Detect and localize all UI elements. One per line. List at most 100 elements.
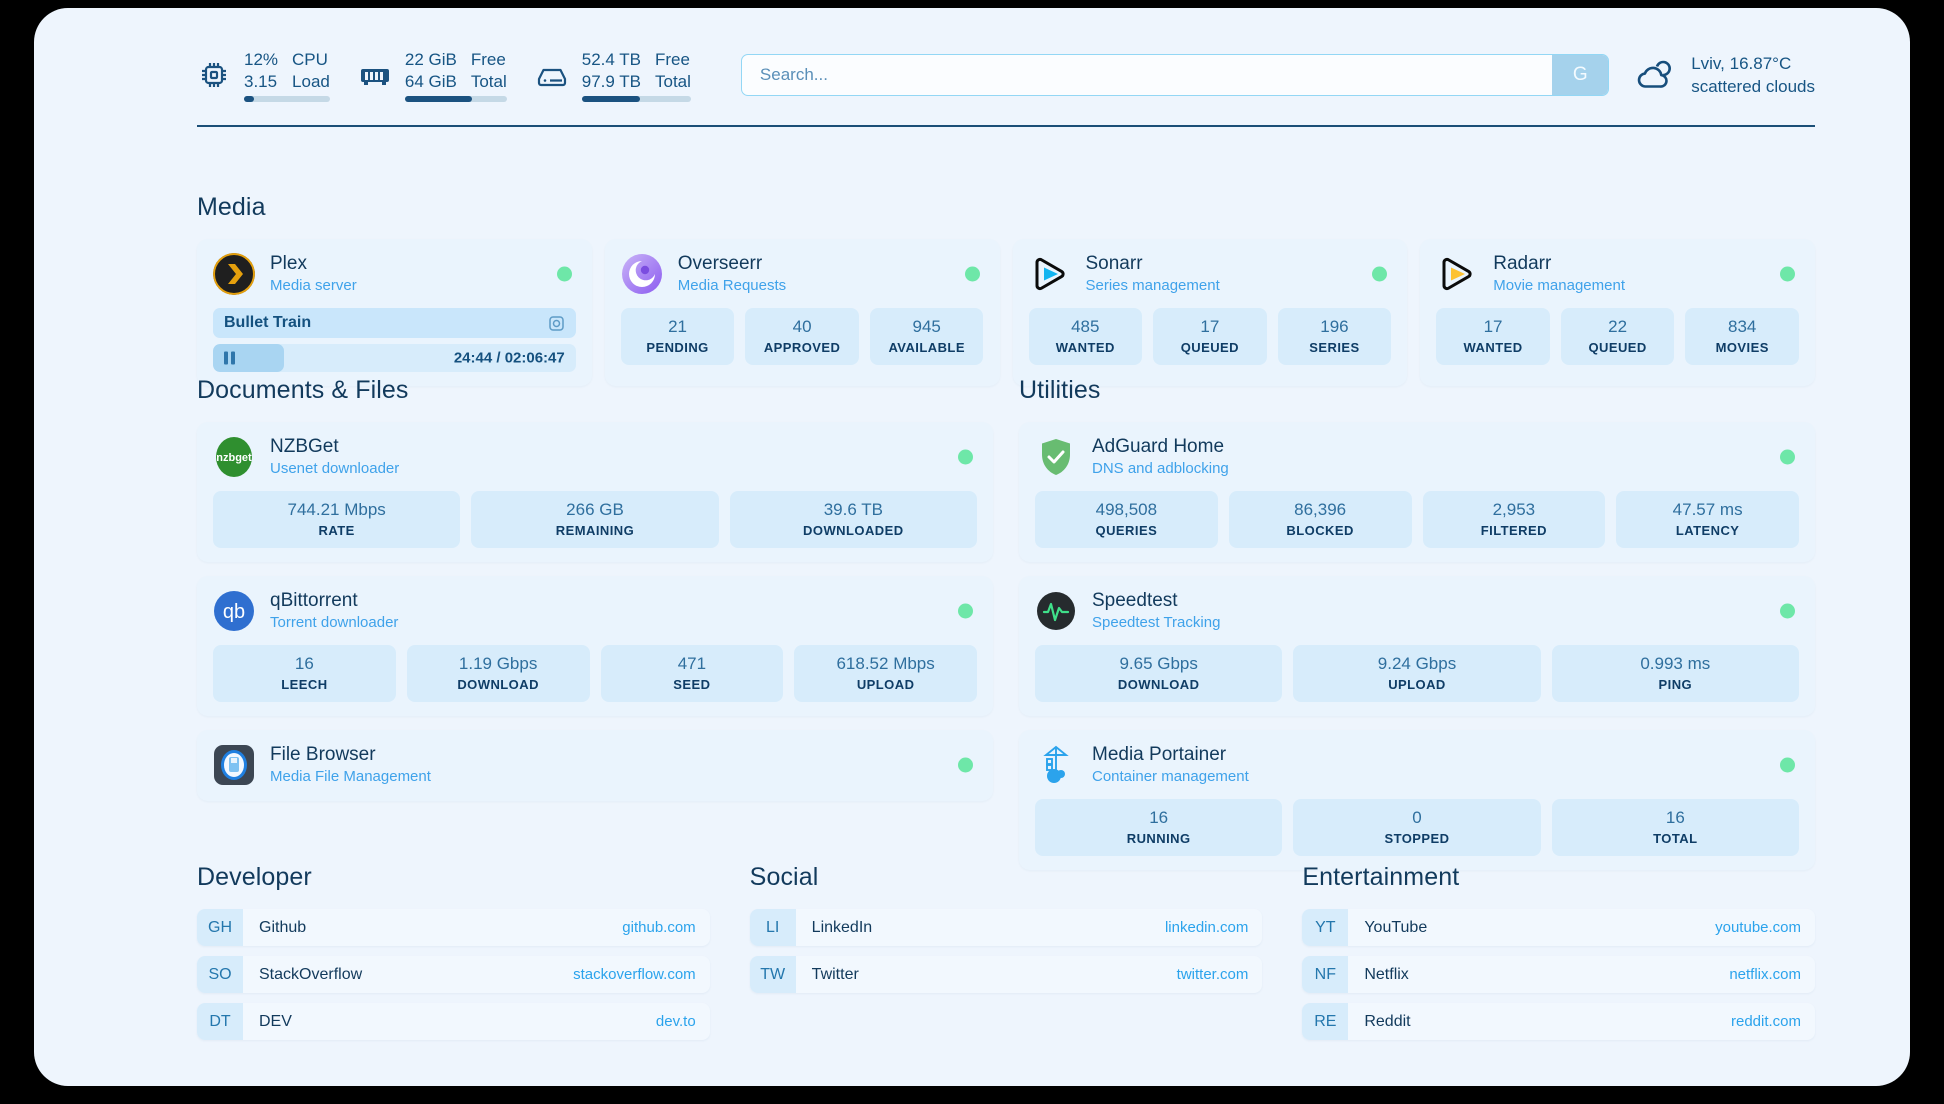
stat-tile[interactable]: 21 PENDING — [620, 308, 735, 365]
stat-tile[interactable]: 498,508 QUERIES — [1035, 491, 1218, 548]
stat-tile[interactable]: 618.52 Mbps UPLOAD — [794, 645, 977, 702]
service-card-overseerr[interactable]: Overseerr Media Requests 21 PENDING 40 APPROV… — [604, 239, 1000, 386]
service-card-header: nzbget NZBGet Usenet downloader — [213, 435, 977, 479]
service-subtitle: Movie management — [1493, 277, 1625, 294]
stat-tile[interactable]: 40 APPROVED — [745, 308, 859, 365]
pause-icon[interactable] — [224, 351, 235, 365]
bookmark-item[interactable]: NF Netflix netflix.com — [1302, 956, 1816, 993]
service-card-header: AdGuard Home DNS and adblocking — [1035, 435, 1799, 479]
stat-value: 9.65 Gbps — [1119, 654, 1198, 673]
service-card-file-browser[interactable]: File Browser Media File Management — [197, 730, 993, 801]
bookmark-item[interactable]: SO StackOverflow stackoverflow.com — [197, 956, 710, 993]
stat-tile[interactable]: 196 SERIES — [1277, 308, 1392, 365]
service-card-adguard-home[interactable]: AdGuard Home DNS and adblocking 498,508 QUE… — [1019, 422, 1815, 562]
stat-tile[interactable]: 22 QUEUED — [1560, 308, 1675, 365]
stat-tile[interactable]: 9.65 Gbps DOWNLOAD — [1035, 645, 1283, 702]
service-card-speedtest[interactable]: Speedtest Speedtest Tracking 9.65 Gbps DOWN… — [1019, 576, 1815, 716]
radarr-icon — [1436, 253, 1478, 295]
search-bar[interactable]: G — [740, 54, 1610, 96]
stat-tile[interactable]: 0 STOPPED — [1293, 799, 1541, 856]
service-stats: 485 WANTED 17 QUEUED 196 SERIES — [1028, 308, 1392, 365]
bookmark-item[interactable]: DT DEV dev.to — [197, 1003, 710, 1040]
svg-text:nzbget: nzbget — [216, 452, 252, 464]
service-subtitle: DNS and adblocking — [1092, 460, 1229, 477]
stat-tile[interactable]: 834 MOVIES — [1685, 308, 1799, 365]
stat-label: AVAILABLE — [888, 340, 965, 355]
overseerr-icon — [621, 253, 663, 295]
bookmark-item[interactable]: LI LinkedIn linkedin.com — [749, 909, 1263, 946]
service-card-qbittorrent[interactable]: qb qBittorrent Torrent downloader 16 LEECH 1.… — [197, 576, 993, 716]
service-card-radarr[interactable]: Radarr Movie management 17 WANTED 22 QUEUED 83… — [1420, 239, 1815, 386]
service-card-nzbget[interactable]: nzbget NZBGet Usenet downloader 744.21 Mbps… — [197, 422, 993, 562]
disk-icon — [535, 58, 569, 92]
stat-tile[interactable]: 17 WANTED — [1436, 308, 1550, 365]
now-playing-time: 24:44 / 02:06:47 — [453, 349, 565, 367]
service-name: AdGuard Home — [1092, 436, 1225, 457]
svg-text:qb: qb — [223, 601, 245, 623]
service-card-plex[interactable]: Plex Media server Bullet Train 24:44 / 02:0… — [197, 239, 592, 386]
stat-tile[interactable]: 9.24 Gbps UPLOAD — [1293, 645, 1541, 702]
bookmark-name: DEV — [259, 1012, 292, 1030]
status-badge — [1780, 449, 1795, 465]
stat-tile[interactable]: 1.19 Gbps DOWNLOAD — [406, 645, 590, 702]
stat-tile[interactable]: 47.57 ms LATENCY — [1616, 491, 1799, 548]
bookmark-item[interactable]: RE Reddit reddit.com — [1302, 1003, 1816, 1040]
bookmark-url: github.com — [622, 919, 696, 936]
search-submit-button[interactable]: G — [1552, 55, 1609, 95]
bookmark-group-developer: Developer GH Github github.com SO StackOverfl… — [197, 863, 710, 1040]
stat-tile[interactable]: 2,953 FILTERED — [1422, 491, 1606, 548]
stat-value: 618.52 Mbps — [836, 654, 935, 673]
stat-value: 16 — [294, 654, 314, 673]
resource-progress-bar — [404, 95, 507, 102]
service-stats: 16 LEECH 1.19 Gbps DOWNLOAD 471 SEED 618.52 Mb… — [213, 645, 977, 702]
stat-tile[interactable]: 16 RUNNING — [1035, 799, 1283, 856]
stat-tile[interactable]: 485 WANTED — [1028, 308, 1143, 365]
stat-tile[interactable]: 744.21 Mbps RATE — [213, 491, 461, 548]
bookmark-abbr: NF — [1302, 956, 1349, 993]
service-name: File Browser — [270, 744, 376, 765]
header-bar: 12% 3.15 CPU Load 22 GiB 64 GiB Free Total 52.4 … — [197, 34, 1815, 116]
bookmark-group-entertainment: Entertainment YT YouTube youtube.com NF Netfl… — [1302, 863, 1816, 1040]
now-playing-row[interactable]: Bullet Train — [213, 308, 576, 338]
bookmark-item[interactable]: TW Twitter twitter.com — [749, 956, 1263, 993]
stat-label: LEECH — [281, 677, 328, 692]
gear-icon[interactable] — [548, 315, 565, 332]
stat-tile[interactable]: 16 TOTAL — [1551, 799, 1799, 856]
bookmark-url: linkedin.com — [1164, 919, 1249, 936]
bookmark-name: LinkedIn — [811, 918, 873, 936]
stat-label: UPLOAD — [856, 677, 915, 692]
stat-tile[interactable]: 945 AVAILABLE — [869, 308, 984, 365]
stat-value: 471 — [677, 654, 707, 673]
resource-widget-cpu: 12% 3.15 CPU Load — [197, 49, 330, 102]
stat-tile[interactable]: 266 GB REMAINING — [471, 491, 719, 548]
search-input[interactable] — [741, 55, 1553, 95]
bookmark-abbr: RE — [1302, 1003, 1349, 1040]
stat-value: 40 — [792, 317, 812, 336]
weather-condition: scattered clouds — [1691, 77, 1815, 96]
stat-tile[interactable]: 39.6 TB DOWNLOADED — [729, 491, 977, 548]
status-badge — [958, 449, 973, 465]
stat-label: LATENCY — [1675, 523, 1740, 538]
stat-label: MOVIES — [1715, 340, 1769, 355]
service-subtitle: Media File Management — [270, 768, 431, 785]
bookmark-group-title: Entertainment — [1302, 863, 1460, 891]
service-stats: 9.65 Gbps DOWNLOAD 9.24 Gbps UPLOAD 0.993 ms… — [1035, 645, 1799, 702]
service-card-sonarr[interactable]: Sonarr Series management 485 WANTED 17 QUEUED… — [1012, 239, 1408, 386]
stat-value: 16 — [1149, 808, 1169, 827]
stat-tile[interactable]: 16 LEECH — [213, 645, 396, 702]
stat-tile[interactable]: 86,396 BLOCKED — [1228, 491, 1412, 548]
stat-tile[interactable]: 17 QUEUED — [1153, 308, 1267, 365]
bookmark-group-title: Social — [749, 863, 819, 891]
stat-value: 0.993 ms — [1640, 654, 1711, 673]
stat-label: QUEUED — [1588, 340, 1647, 355]
service-subtitle: Usenet downloader — [270, 460, 400, 477]
status-badge — [958, 757, 973, 773]
stat-tile[interactable]: 471 SEED — [600, 645, 784, 702]
status-badge — [1372, 266, 1388, 282]
service-card-media-portainer[interactable]: Media Portainer Container management 16 RUN… — [1019, 730, 1815, 870]
bookmark-item[interactable]: YT YouTube youtube.com — [1302, 909, 1816, 946]
bookmark-item[interactable]: GH Github github.com — [197, 909, 710, 946]
stat-value: 39.6 TB — [823, 500, 883, 519]
stat-tile[interactable]: 0.993 ms PING — [1551, 645, 1799, 702]
now-playing-progress[interactable]: 24:44 / 02:06:47 — [213, 344, 576, 372]
